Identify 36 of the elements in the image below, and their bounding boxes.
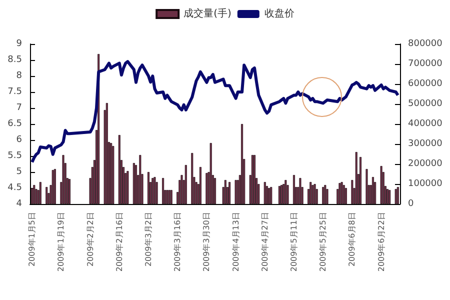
x-tick-label: 2009年1月19日 <box>56 212 66 272</box>
x-tick-label: 2009年5月25日 <box>318 212 328 272</box>
y-tick-label: 7.5 <box>8 87 22 97</box>
y-tick-label: 4 <box>16 199 22 209</box>
y2-tick-label: 200000 <box>408 159 443 169</box>
y2-tick-label: 600000 <box>408 79 443 89</box>
x-tick-label: 2009年5月11日 <box>289 212 298 272</box>
x-tick-label: 2009年3月2日 <box>144 212 153 267</box>
x-tick-label: 2009年2月16日 <box>114 212 124 272</box>
y2-tick-label: 100000 <box>408 179 443 189</box>
y-tick-label: 8.5 <box>8 55 22 65</box>
y2-tick-label: 300000 <box>408 139 443 149</box>
y-tick-label: 9 <box>16 39 22 49</box>
legend-label: 成交量(手) <box>184 8 232 20</box>
x-tick-label: 2009年3月30日 <box>202 212 212 272</box>
x-tick-label: 2009年4月13日 <box>231 212 240 272</box>
x-tick-label: 2009年4月27日 <box>260 212 270 272</box>
y-tick-label: 8 <box>16 71 22 81</box>
y-tick-label: 7 <box>16 103 22 113</box>
y-tick-label: 6.5 <box>8 119 22 129</box>
y-tick-label: 5 <box>16 167 22 177</box>
y-tick-label: 6 <box>16 135 22 145</box>
y2-tick-label: 500000 <box>408 99 443 109</box>
legend-label: 收盘价 <box>264 8 294 20</box>
y-tick-label: 5.5 <box>8 151 22 161</box>
y2-tick-label: 400000 <box>408 119 443 129</box>
x-tick-label: 2009年2月2日 <box>86 212 95 267</box>
y2-tick-label: 800000 <box>408 39 443 49</box>
y2-tick-label: 700000 <box>408 59 443 69</box>
line-series <box>30 60 400 164</box>
x-tick-label: 2009年3月16日 <box>173 212 182 272</box>
y2-tick-label: 0 <box>408 199 414 209</box>
x-tick-label: 2009年6月22日 <box>376 212 386 272</box>
y-tick-label: 4.5 <box>8 183 22 193</box>
x-tick-label: 2009年1月5日 <box>28 212 37 267</box>
x-tick-label: 2009年6月8日 <box>348 212 357 267</box>
